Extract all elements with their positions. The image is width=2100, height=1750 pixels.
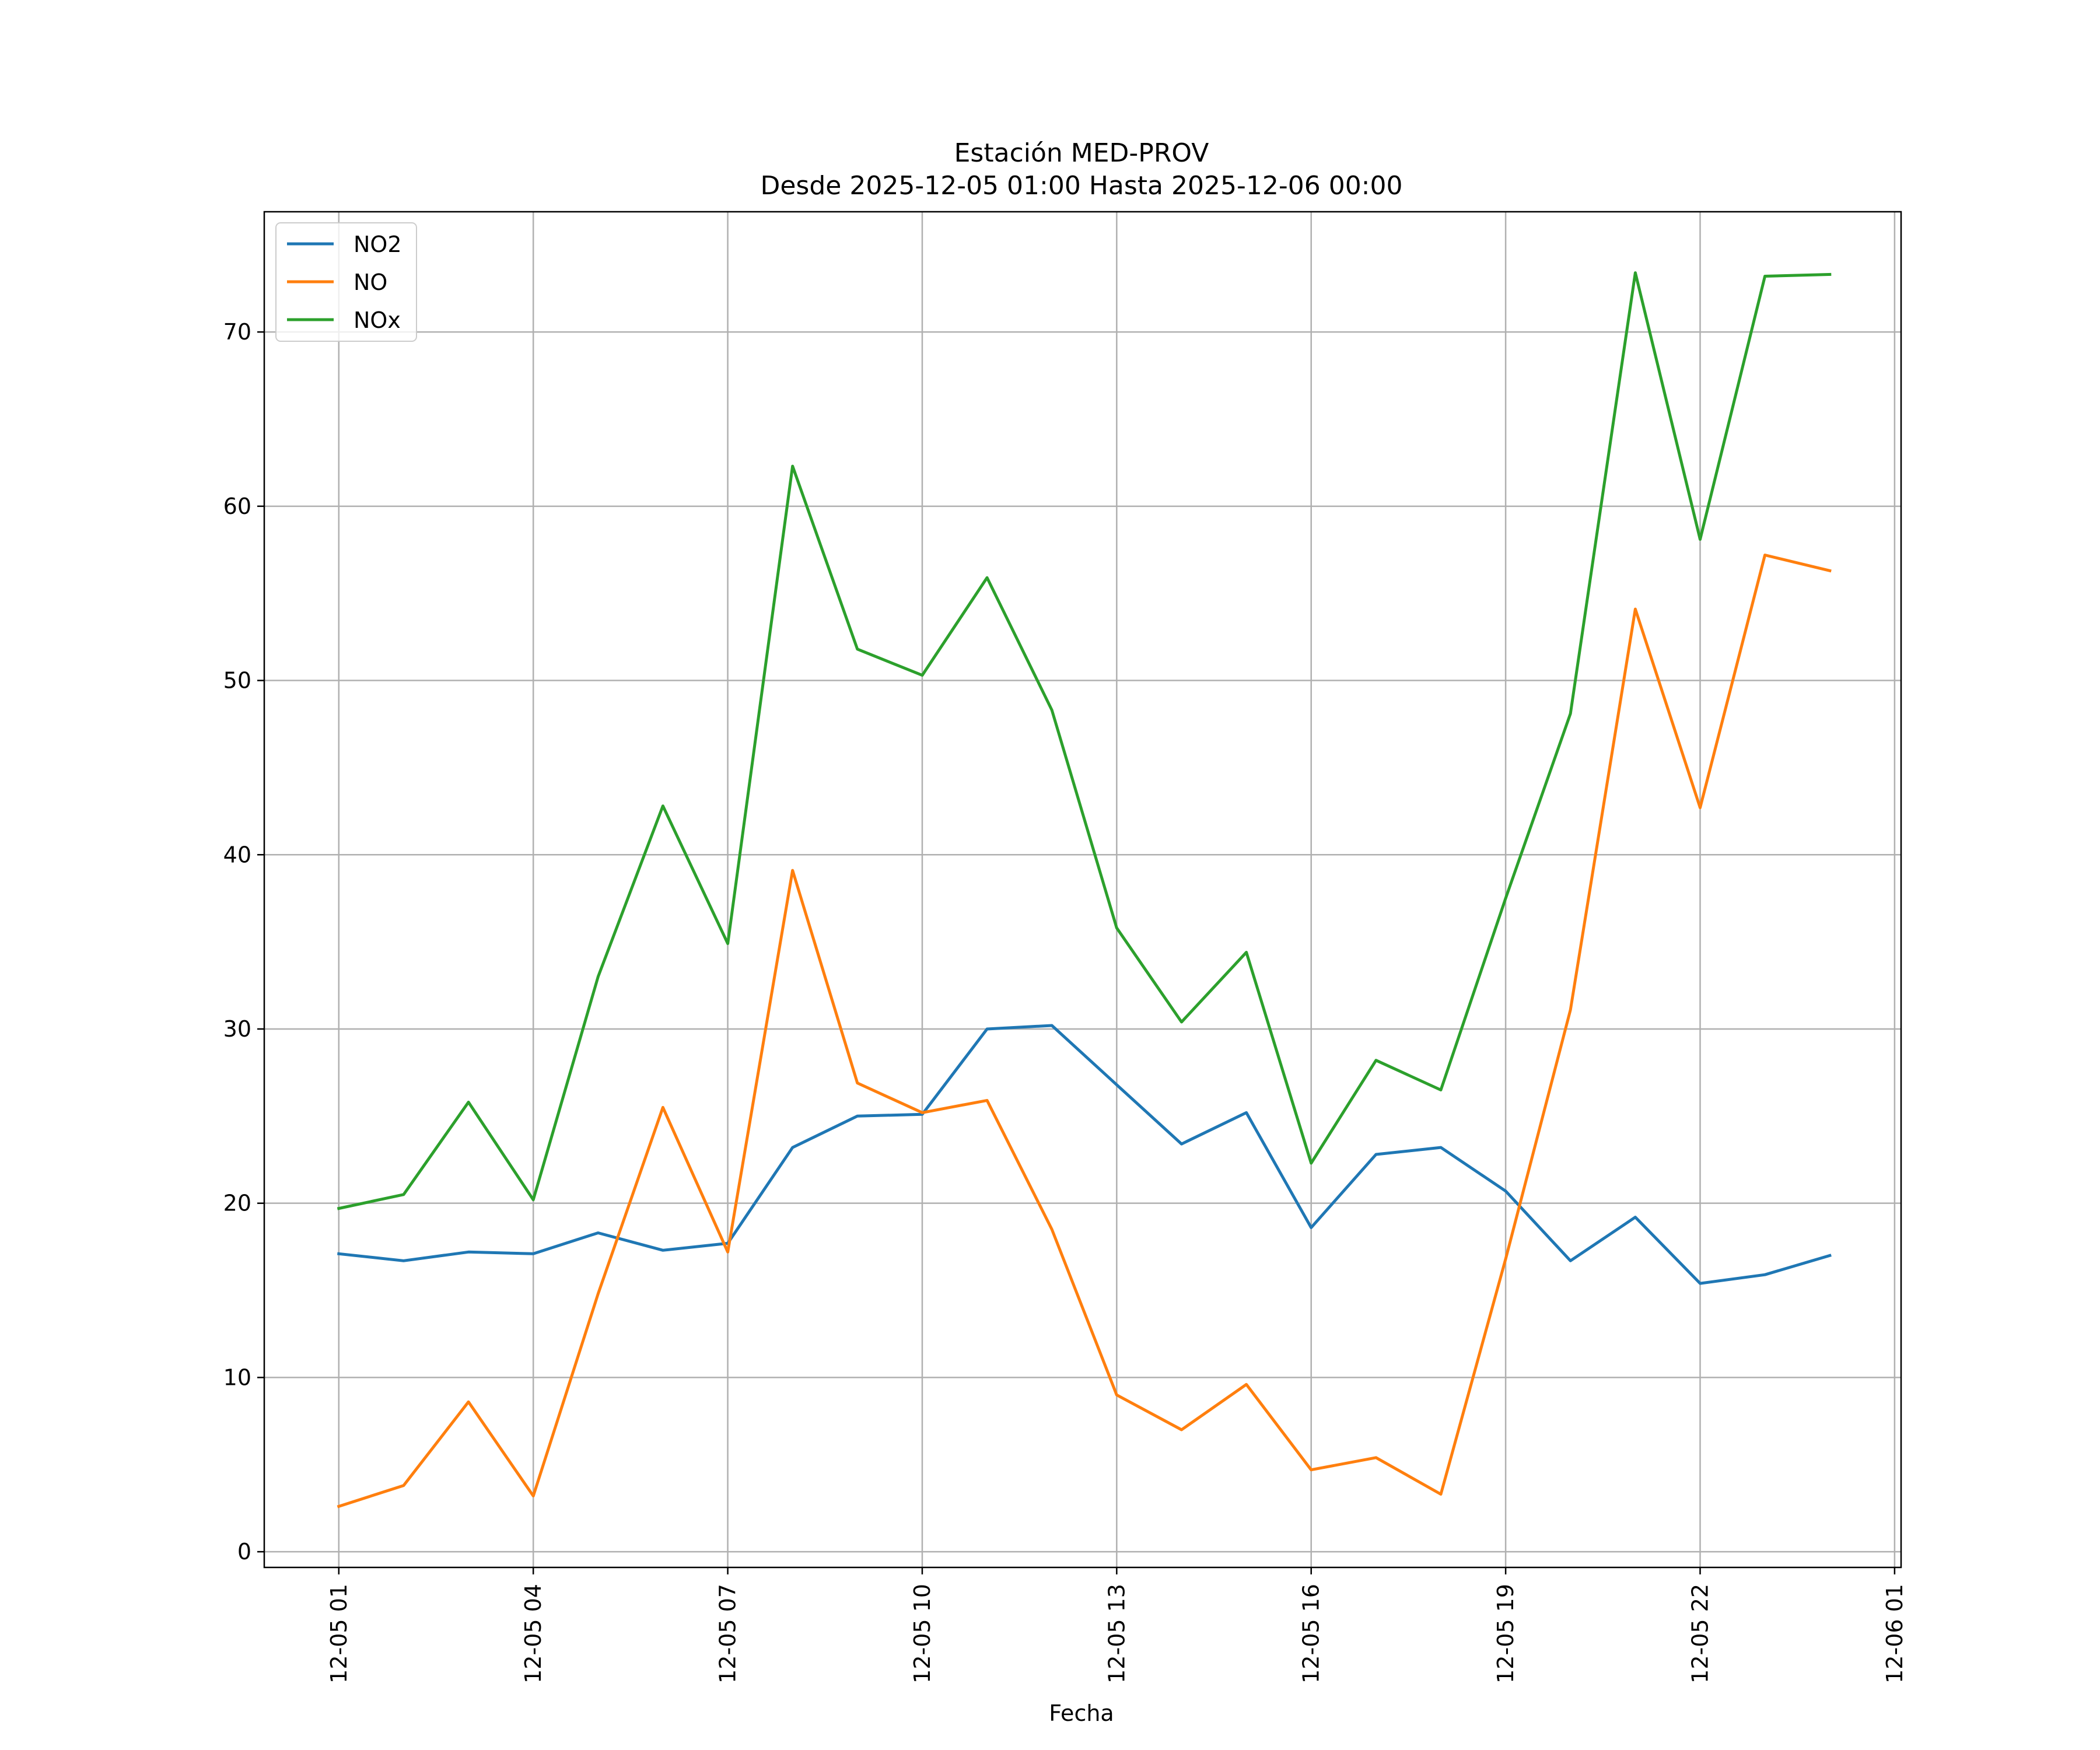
x-tick-label: 12-06 01: [1882, 1584, 1908, 1684]
x-tick-label: 12-05 22: [1688, 1584, 1713, 1684]
chart-title-line-1: Estación MED-PROV: [954, 138, 1209, 168]
series-line-no2: [337, 1024, 1832, 1285]
series-line-nox: [337, 271, 1832, 1210]
y-tick-label: 30: [223, 1016, 251, 1042]
y-tick-label: 10: [223, 1364, 251, 1390]
gridlines: [264, 212, 1901, 1567]
y-tick-label: 0: [237, 1539, 251, 1564]
y-tick-label: 70: [223, 319, 251, 345]
series-line-no: [337, 554, 1832, 1508]
legend-label-no: NO: [354, 270, 387, 295]
legend-label-no2: NO2: [354, 232, 402, 257]
x-axis: 12-05 01 12-05 04 12-05 07 12-05 10 12-05 13…: [326, 1567, 1908, 1684]
x-tick-label: 12-05 10: [909, 1584, 935, 1684]
legend: NO2 NO NOx: [275, 222, 417, 342]
y-tick-label: 50: [223, 668, 251, 694]
chart-title-line-2: Desde 2025-12-05 01:00 Hasta 2025-12-06 …: [760, 171, 1402, 201]
chart-title: Estación MED-PROV Desde 2025-12-05 01:00…: [760, 138, 1402, 201]
x-tick-label: 12-05 07: [715, 1584, 741, 1684]
x-tick-label: 12-05 19: [1493, 1584, 1518, 1684]
legend-box: [275, 222, 417, 342]
x-tick-label: 12-05 16: [1298, 1584, 1324, 1684]
y-tick-label: 20: [223, 1191, 251, 1216]
y-tick-label: 60: [223, 494, 251, 519]
legend-label-nox: NOx: [354, 307, 401, 333]
x-tick-label: 12-05 13: [1104, 1584, 1129, 1684]
x-axis-label: Fecha: [1049, 1700, 1114, 1726]
series-lines: [337, 271, 1832, 1508]
x-tick-label: 12-05 04: [520, 1584, 546, 1684]
y-axis: 0 10 20 30 40 50 60 70: [223, 319, 264, 1564]
x-tick-label: 12-05 01: [326, 1584, 352, 1684]
plot-area-frame: [263, 211, 1902, 1569]
y-tick-label: 40: [223, 842, 251, 867]
